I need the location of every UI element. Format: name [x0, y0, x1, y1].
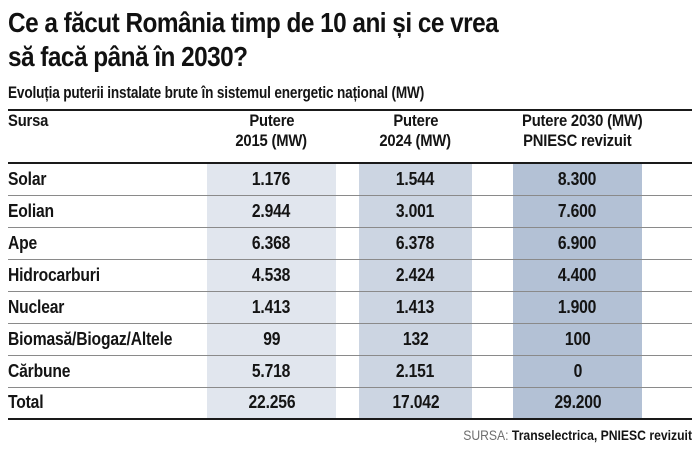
cell-2024: 2.424	[359, 259, 472, 292]
col-header-sursa: Sursa	[8, 110, 207, 164]
cell-2030: 7.600	[513, 195, 642, 228]
source-label: SURSA:	[463, 427, 509, 443]
column-gap	[336, 323, 359, 356]
source-text: Transelectrica, PNIESC revizuit	[511, 427, 692, 443]
table-row-nuclear: Nuclear 1.413 1.413 1.900	[8, 291, 692, 324]
cell-label: Biomasă/Biogaz/Altele	[8, 323, 207, 356]
cell-2015: 4.538	[207, 259, 336, 292]
column-gap	[472, 195, 513, 228]
column-gap	[472, 387, 513, 419]
cell-2015: 1.176	[207, 163, 336, 196]
column-gap	[336, 259, 359, 292]
cell-2030: 1.900	[513, 291, 642, 324]
column-gap	[336, 227, 359, 260]
table-row-eolian: Eolian 2.944 3.001 7.600	[8, 195, 692, 228]
cell-2015: 99	[207, 323, 336, 356]
cell-2024: 1.544	[359, 163, 472, 196]
column-gap	[336, 291, 359, 324]
headline-line-2: să facă până în 2030?	[8, 41, 248, 72]
column-gap	[642, 110, 692, 164]
column-gap	[642, 195, 692, 228]
headline: Ce a făcut România timp de 10 ani și ce …	[8, 6, 692, 74]
column-gap	[642, 355, 692, 388]
column-gap	[472, 227, 513, 260]
cell-label: Solar	[8, 163, 207, 196]
cell-label: Nuclear	[8, 291, 207, 324]
cell-2030: 100	[513, 323, 642, 356]
column-gap	[642, 387, 692, 419]
table-subtitle: Evoluția puterii instalate brute în sist…	[8, 83, 425, 102]
cell-2015: 2.944	[207, 195, 336, 228]
energy-table: Sursa Putere 2015 (MW) Putere 2024 (MW) …	[8, 109, 692, 420]
col-header-putere-2024: Putere 2024 (MW)	[359, 110, 472, 164]
cell-label: Total	[8, 392, 44, 413]
table-row-hidrocarburi: Hidrocarburi 4.538 2.424 4.400	[8, 259, 692, 292]
table-row-ape: Ape 6.368 6.378 6.900	[8, 227, 692, 260]
cell-label: Cărbune	[8, 355, 207, 388]
column-gap	[472, 323, 513, 356]
cell-2030: 4.400	[513, 259, 642, 292]
cell-2024: 1.413	[359, 291, 472, 324]
column-gap	[472, 163, 513, 196]
cell-2015: 1.413	[207, 291, 336, 324]
table-row-total: Total 22.256 17.042 29.200	[8, 387, 692, 419]
cell-2024: 3.001	[359, 195, 472, 228]
column-gap	[472, 259, 513, 292]
column-gap	[336, 163, 359, 196]
column-gap	[336, 355, 359, 388]
cell-2030: 6.900	[513, 227, 642, 260]
cell-2024: 6.378	[359, 227, 472, 260]
cell-2015: 5.718	[207, 355, 336, 388]
column-gap	[642, 163, 692, 196]
cell-2015: 6.368	[207, 227, 336, 260]
table-row-carbune: Cărbune 5.718 2.151 0	[8, 355, 692, 388]
cell-2015: 22.256	[207, 387, 336, 419]
cell-2024: 2.151	[359, 355, 472, 388]
headline-line-1: Ce a făcut România timp de 10 ani și ce …	[8, 7, 499, 38]
column-gap	[336, 195, 359, 228]
table-header-row: Sursa Putere 2015 (MW) Putere 2024 (MW) …	[8, 110, 692, 164]
cell-2030: 8.300	[513, 163, 642, 196]
column-gap	[472, 291, 513, 324]
table-row-solar: Solar 1.176 1.544 8.300	[8, 163, 692, 196]
column-gap	[472, 355, 513, 388]
column-gap	[336, 110, 359, 164]
table-row-biomasa: Biomasă/Biogaz/Altele 99 132 100	[8, 323, 692, 356]
col-header-putere-2030: Putere 2030 (MW) PNIESC revizuit	[513, 110, 643, 164]
cell-2024: 132	[359, 323, 472, 356]
source-attribution: SURSA: Transelectrica, PNIESC revizuit	[8, 427, 692, 443]
column-gap	[472, 110, 513, 164]
col-header-putere-2015: Putere 2015 (MW)	[207, 110, 336, 164]
cell-2024: 17.042	[359, 387, 472, 419]
column-gap	[642, 291, 692, 324]
column-gap	[642, 259, 692, 292]
cell-label: Eolian	[8, 195, 207, 228]
cell-2030: 0	[513, 355, 642, 388]
column-gap	[642, 227, 692, 260]
column-gap	[642, 323, 692, 356]
cell-label: Hidrocarburi	[8, 259, 207, 292]
cell-2030: 29.200	[513, 387, 642, 419]
column-gap	[336, 387, 359, 419]
cell-label: Ape	[8, 227, 207, 260]
